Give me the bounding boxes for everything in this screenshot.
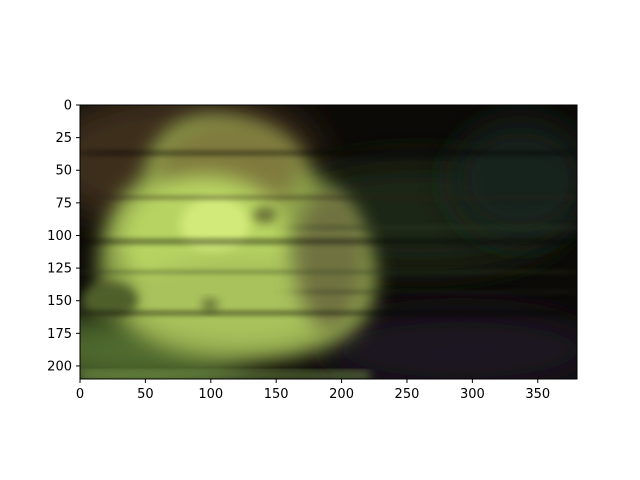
x-tick-label: 200 — [329, 387, 354, 402]
y-tick-label: 25 — [55, 131, 72, 146]
y-tick-label: 175 — [47, 327, 72, 342]
y-axis: 0 25 50 75 100 125 150 175 200 — [47, 99, 80, 374]
y-tick-label: 125 — [47, 262, 72, 277]
x-tick-label: 350 — [525, 387, 550, 402]
x-tick-label: 50 — [137, 387, 154, 402]
y-tick-label: 100 — [47, 229, 72, 244]
photo-image — [80, 105, 577, 379]
x-tick-label: 250 — [395, 387, 420, 402]
x-tick-label: 150 — [264, 387, 289, 402]
y-tick-label: 75 — [55, 196, 72, 211]
x-tick-label: 0 — [76, 387, 84, 402]
axes-frame — [79, 104, 578, 380]
y-tick-label: 150 — [47, 294, 72, 309]
x-tick-label: 100 — [198, 387, 223, 402]
x-tick-label: 300 — [460, 387, 485, 402]
y-tick-label: 0 — [64, 99, 72, 114]
y-tick-label: 200 — [47, 359, 72, 374]
x-axis: 0 50 100 150 200 250 300 350 — [76, 379, 550, 402]
y-tick-label: 50 — [55, 164, 72, 179]
